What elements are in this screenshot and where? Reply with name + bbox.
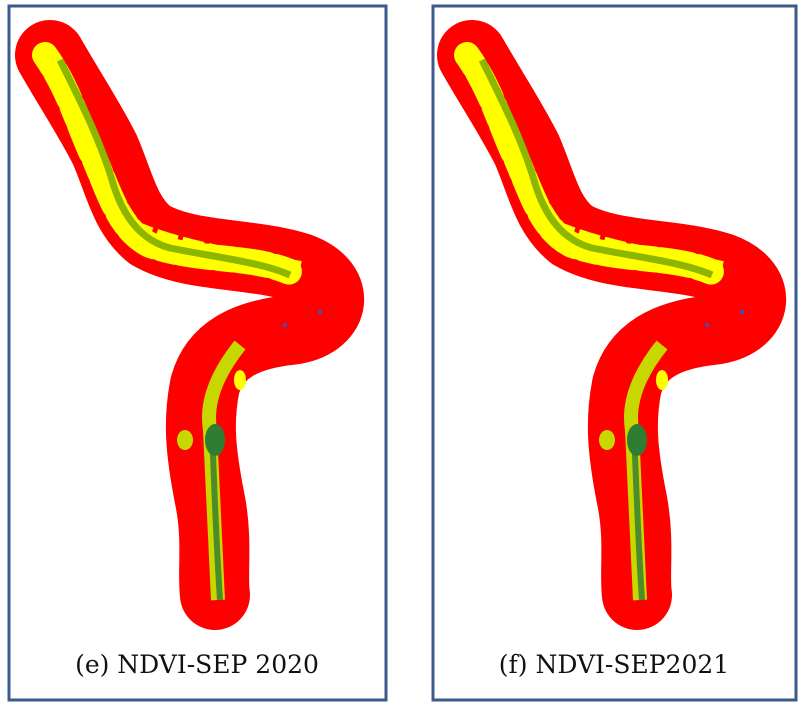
panel: (e) NDVI-SEP 2020	[9, 6, 386, 700]
panel: (f) NDVI-SEP2021	[433, 6, 796, 700]
figure: (e) NDVI-SEP 2020 (f) NDVI-SEP2021	[0, 0, 799, 702]
panel-caption: (e) NDVI-SEP 2020	[75, 650, 319, 679]
panel-caption: (f) NDVI-SEP2021	[499, 650, 729, 679]
